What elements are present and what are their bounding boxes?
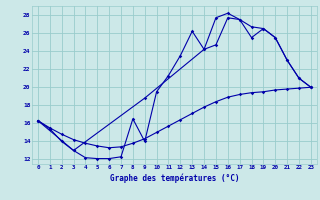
X-axis label: Graphe des températures (°C): Graphe des températures (°C) [110,173,239,183]
